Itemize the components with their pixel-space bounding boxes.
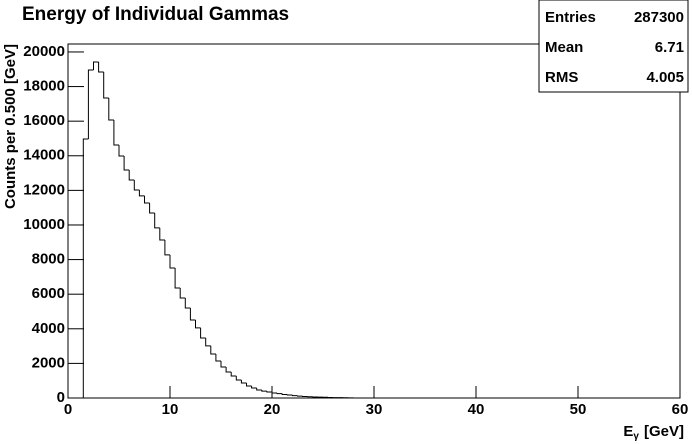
y-tick-label: 18000 — [23, 78, 65, 95]
histogram-bin — [128, 169, 135, 181]
histogram-bin — [246, 382, 252, 387]
y-tick-label: 12000 — [23, 181, 65, 198]
histogram-bin — [189, 308, 196, 321]
x-tick-label: 50 — [570, 401, 587, 418]
histogram-bin — [118, 145, 125, 157]
y-tick-label: 0 — [57, 389, 65, 406]
histogram-bin — [184, 297, 191, 309]
x-label-unit: [GeV] — [644, 423, 684, 440]
histogram-bin — [123, 155, 130, 171]
stats-label: Entries — [545, 9, 596, 26]
histogram-bin — [154, 213, 160, 229]
histogram-bin — [103, 72, 109, 99]
histogram-bin — [271, 391, 278, 394]
stats-value: 287300 — [634, 9, 684, 26]
histogram-bin — [210, 345, 216, 355]
histogram-bin — [291, 395, 298, 397]
histogram-bin — [251, 386, 257, 389]
x-tick-label: 60 — [672, 401, 689, 418]
stats-label: Mean — [545, 39, 583, 56]
histogram-bin — [195, 319, 201, 329]
histogram-bin — [215, 354, 221, 362]
histogram-bin — [169, 254, 176, 269]
histogram-bin — [93, 61, 99, 70]
histogram-bin — [159, 227, 165, 241]
y-tick-label: 2000 — [32, 354, 65, 371]
x-tick-label: 30 — [366, 401, 383, 418]
histogram-bin — [144, 195, 150, 204]
y-tick-label: 10000 — [23, 216, 65, 233]
histogram-bin — [240, 380, 247, 384]
x-axis-label: Eγ [GeV] — [623, 423, 684, 442]
y-tick-label: 14000 — [23, 147, 65, 164]
histogram-bin — [113, 119, 119, 146]
y-tick-label: 8000 — [32, 251, 65, 268]
histogram-bin — [297, 395, 303, 397]
chart-title: Energy of Individual Gammas — [22, 4, 289, 25]
stats-label: RMS — [545, 69, 578, 86]
histogram-bin — [87, 69, 94, 139]
y-tick-label: 20000 — [23, 43, 65, 60]
histogram-bin — [276, 392, 283, 395]
y-axis-label: Counts per 0.500 [GeV] — [2, 44, 19, 209]
y-tick-label: 4000 — [32, 320, 65, 337]
x-label-main: E — [623, 423, 633, 440]
histogram-bin — [108, 97, 114, 121]
histogram-bin — [149, 203, 155, 214]
histogram-bin — [286, 394, 293, 396]
histogram-bin — [200, 327, 206, 339]
histogram-bin — [164, 240, 170, 256]
histogram-bin — [225, 367, 232, 373]
y-tick-label: 6000 — [32, 285, 65, 302]
histogram-bin — [174, 268, 181, 289]
x-tick-label: 40 — [468, 401, 485, 418]
histogram-bin — [98, 61, 104, 73]
stats-value: 6.71 — [655, 39, 684, 56]
histogram-bin — [281, 393, 288, 396]
stats-box — [538, 0, 689, 93]
x-tick-label: 20 — [264, 401, 281, 418]
histogram-bin — [235, 376, 242, 381]
histogram-bin — [261, 390, 267, 392]
x-tick-label: 10 — [162, 401, 179, 418]
x-tick-label: 0 — [64, 401, 72, 418]
histogram-bin — [256, 387, 262, 391]
histogram-bin — [266, 391, 272, 393]
histogram-bin — [133, 179, 140, 191]
histogram-bin — [179, 287, 186, 299]
stats-value: 4.005 — [646, 69, 684, 86]
x-label-sub: γ — [633, 431, 639, 442]
y-tick-label: 16000 — [23, 112, 65, 129]
histogram-bin — [220, 360, 227, 368]
histogram-bin — [230, 372, 237, 377]
histogram-bin — [138, 190, 145, 197]
histogram-bin — [82, 138, 89, 398]
histogram-bin — [205, 337, 211, 347]
